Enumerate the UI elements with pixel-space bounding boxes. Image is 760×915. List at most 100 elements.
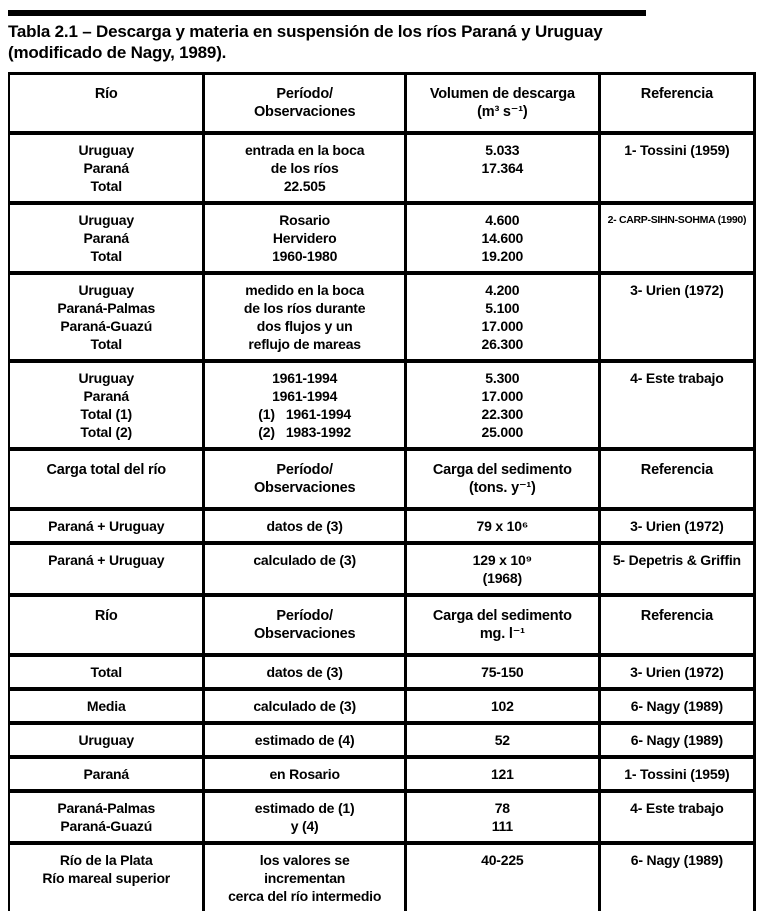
cell-line: (tons. y⁻¹) [468, 480, 536, 496]
cell-line: Paraná-Guazú [60, 818, 153, 834]
cell-line: 121 [490, 766, 514, 782]
table-cell: 5.300 17.000 22.300 25.000 [407, 363, 601, 447]
cell-line: Carga del sedimento [432, 462, 572, 478]
header-cell: Río [10, 597, 206, 653]
cell-line: 22.505 [283, 178, 326, 194]
cell-line: (1968) [482, 570, 522, 586]
cell-line: Río mareal superior [42, 870, 171, 886]
cell-line: 26.300 [481, 336, 524, 352]
cell-line: datos de (3) [266, 664, 343, 680]
cell-line: 1961-1994 [272, 370, 338, 386]
table-cell: 79 x 10⁶ [407, 511, 601, 541]
cell-line: Carga total del río [46, 462, 166, 478]
cell-line: Hervidero [272, 230, 337, 246]
table-row: Media calculado de (3) 102 6- Nagy (1989) [10, 687, 756, 721]
cell-line: Río [94, 86, 118, 102]
table-cell: 129 x 10⁹ (1968) [407, 545, 601, 593]
header-cell: Carga del sedimento mg. l⁻¹ [407, 597, 601, 653]
table-cell: 6- Nagy (1989) [601, 725, 756, 755]
table-cell: 2- CARP-SIHN-SOHMA (1990) [601, 205, 756, 271]
cell-line: (1) 1961-1994 [258, 406, 351, 422]
cell-line: Total [90, 178, 123, 194]
cell-line: estimado de (4) [254, 732, 355, 748]
table-header-row: Río Período/Observaciones Carga del sedime… [10, 593, 756, 653]
table-cell: los valores se incrementan cerca del río i… [205, 845, 407, 911]
cell-line: y (4) [290, 818, 319, 834]
table-cell: entrada en la boca de los ríos 22.505 [205, 135, 407, 201]
table-cell: 6- Nagy (1989) [601, 691, 756, 721]
table-row: Paraná en Rosario 121 1- Tossini (1959) [10, 755, 756, 789]
cell-line: Paraná + Uruguay [48, 518, 165, 534]
page: Tabla 2.1 – Descarga y materia en suspen… [0, 10, 760, 915]
cell-line: Total [90, 664, 123, 680]
cell-line: medido en la boca [245, 282, 365, 298]
cell-line: 17.000 [481, 388, 524, 404]
cell-line: Período/ [276, 462, 333, 478]
table-cell: 1- Tossini (1959) [601, 759, 756, 789]
table-cell: Uruguay Paraná Total [10, 135, 206, 201]
cell-line: 5.300 [485, 370, 520, 386]
cell-line: Río de la Plata [59, 852, 153, 868]
cell-line: Paraná [83, 160, 129, 176]
cell-line: Paraná-Palmas [57, 800, 156, 816]
table-cell: Uruguay Paraná Total [10, 205, 206, 271]
cell-line: 75-150 [481, 664, 524, 680]
table-header-row: Río Período/Observaciones Volumen de desca… [10, 75, 756, 131]
table-cell: medido en la boca de los ríos durante dos … [205, 275, 407, 359]
table-cell: calculado de (3) [205, 545, 407, 593]
cell-line: incrementan [264, 870, 346, 886]
header-cell: Período/Observaciones [205, 597, 407, 653]
cell-line: Total (1) [80, 406, 133, 422]
cell-line: 4.200 [485, 282, 520, 298]
header-cell: Carga total del río [10, 451, 206, 507]
table-cell: 75-150 [407, 657, 601, 687]
cell-line: Total [90, 336, 123, 352]
data-table: Río Período/Observaciones Volumen de desca… [8, 72, 756, 911]
cell-line: 4- Este trabajo [630, 370, 724, 386]
cell-line: en Rosario [269, 766, 340, 782]
cell-line: calculado de (3) [253, 698, 356, 714]
table-cell: en Rosario [205, 759, 407, 789]
cell-line: 17.000 [481, 318, 524, 334]
cell-line: 3- Urien (1972) [630, 282, 724, 298]
table-header-row: Carga total del río Período/Observaciones… [10, 447, 756, 507]
cell-line: 1- Tossini (1959) [624, 766, 730, 782]
table-cell: Paraná + Uruguay [10, 545, 206, 593]
table-cell: 1961-1994 1961-1994 (1) 1961-1994 (2) 1983-… [205, 363, 407, 447]
cell-line: 79 x 10⁶ [476, 518, 529, 534]
cell-line: 102 [490, 698, 514, 714]
table-cell: 3- Urien (1972) [601, 657, 756, 687]
table-cell: 5- Depetris & Griffin [601, 545, 756, 593]
table-title: Tabla 2.1 – Descarga y materia en suspen… [8, 21, 760, 63]
cell-line: Paraná [83, 230, 129, 246]
table-cell: 4.600 14.600 19.200 [407, 205, 601, 271]
header-cell: Referencia [601, 451, 756, 507]
table-row: Total datos de (3) 75-150 3- Urien (1972) [10, 653, 756, 687]
table-cell: datos de (3) [205, 511, 407, 541]
cell-line: 4- Este trabajo [630, 800, 724, 816]
cell-line: reflujo de mareas [248, 336, 361, 352]
cell-line: Uruguay [78, 142, 135, 158]
table-cell: Río de la Plata Río mareal superior [10, 845, 206, 911]
header-cell: Período/Observaciones [205, 75, 407, 131]
cell-line: Uruguay [78, 732, 135, 748]
header-cell: Referencia [601, 75, 756, 131]
table-cell: Rosario Hervidero 1960-1980 [205, 205, 407, 271]
table-row: Uruguay estimado de (4) 52 6- Nagy (1989) [10, 721, 756, 755]
cell-line: 3- Urien (1972) [630, 518, 724, 534]
table-row: Paraná + Uruguay datos de (3) 79 x 10⁶ 3- U… [10, 507, 756, 541]
table-cell: estimado de (1) y (4) [205, 793, 407, 841]
cell-line: Total (2) [80, 424, 133, 440]
cell-line: cerca del río intermedio [228, 888, 382, 904]
table-row: Paraná + Uruguay calculado de (3) 129 x 10… [10, 541, 756, 593]
cell-line: 6- Nagy (1989) [630, 698, 723, 714]
cell-line: mg. l⁻¹ [479, 626, 525, 642]
cell-line: 78 [494, 800, 510, 816]
table-cell: estimado de (4) [205, 725, 407, 755]
header-cell: Período/Observaciones [205, 451, 407, 507]
cell-line: 5.033 [485, 142, 520, 158]
table-cell: 40-225 [407, 845, 601, 911]
table-cell: 3- Urien (1972) [601, 511, 756, 541]
cell-line: 1961-1994 [272, 388, 338, 404]
table-cell: Media [10, 691, 206, 721]
